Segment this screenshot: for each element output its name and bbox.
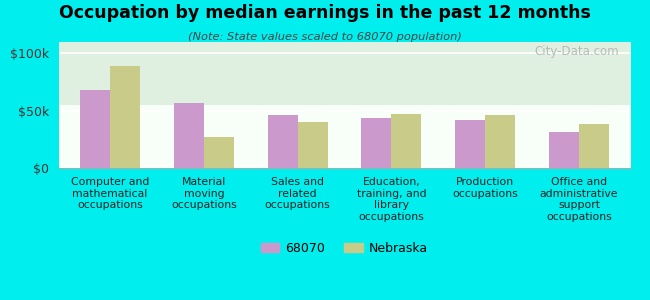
Bar [80,90,110,168]
Legend: 68070, Nebraska: 68070, Nebraska [255,237,434,260]
Bar [455,120,485,168]
Text: City-Data.com: City-Data.com [534,44,619,58]
Bar [361,118,391,168]
Bar [268,115,298,168]
Text: (Note: State values scaled to 68070 population): (Note: State values scaled to 68070 popu… [188,32,462,41]
Bar [549,133,579,168]
Bar [298,122,328,168]
Bar [391,114,421,168]
Bar [204,137,234,168]
Text: Occupation by median earnings in the past 12 months: Occupation by median earnings in the pas… [59,4,591,22]
Bar [579,124,609,168]
Bar [110,66,140,168]
Bar [485,115,515,168]
Bar [174,103,204,168]
